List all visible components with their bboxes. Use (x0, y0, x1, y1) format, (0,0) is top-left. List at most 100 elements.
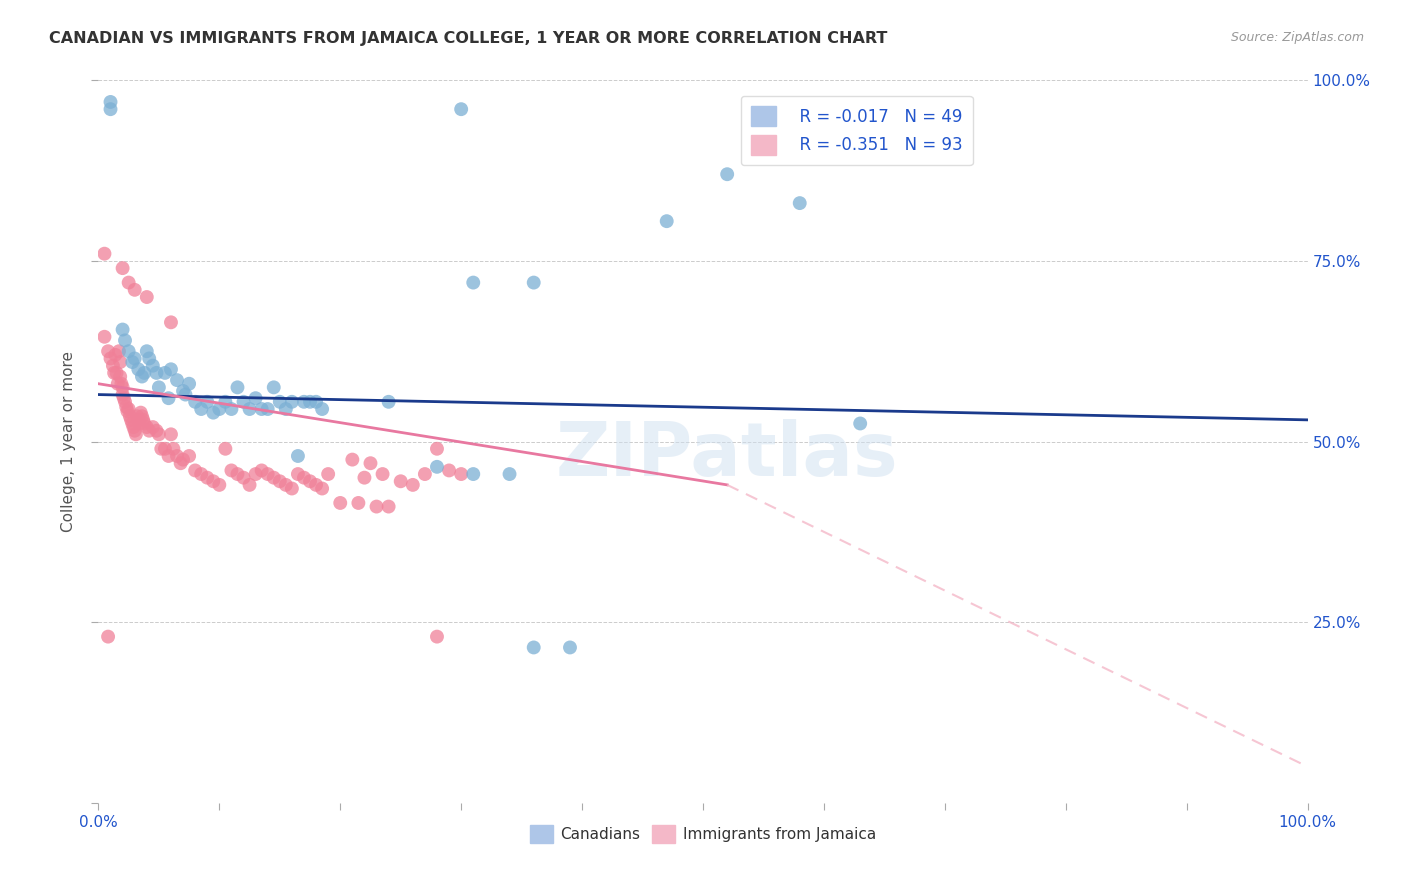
Point (299, 475, 322, 489)
Point (115, 400, 138, 414)
Point (274, 478, 297, 492)
Point (122, 420, 145, 434)
Point (450, 102, 472, 116)
Point (450, 467, 472, 481)
Point (172, 384, 194, 398)
Point (111, 387, 134, 401)
Point (101, 359, 124, 373)
Point (195, 470, 218, 484)
Legend: Canadians, Immigrants from Jamaica: Canadians, Immigrants from Jamaica (523, 819, 883, 849)
Point (174, 387, 197, 401)
Point (160, 362, 183, 376)
Point (179, 449, 201, 463)
Point (127, 409, 149, 424)
Point (124, 351, 146, 366)
Point (353, 470, 375, 484)
Point (124, 424, 146, 438)
Point (111, 261, 134, 276)
Point (226, 380, 249, 394)
Point (245, 391, 267, 405)
Point (221, 402, 243, 417)
Point (100, 102, 122, 116)
Point (111, 322, 134, 336)
Point (269, 475, 291, 489)
Point (169, 456, 191, 470)
Point (214, 442, 236, 456)
Point (179, 376, 201, 391)
Point (131, 369, 153, 384)
Point (131, 409, 153, 424)
Point (202, 406, 225, 420)
Point (157, 391, 180, 405)
Point (402, 478, 425, 492)
Point (100, 95, 122, 109)
Point (305, 478, 328, 492)
Point (150, 442, 173, 456)
Point (121, 417, 143, 431)
Point (138, 424, 160, 438)
Point (190, 402, 212, 417)
Point (145, 424, 167, 438)
Point (118, 344, 141, 359)
Point (202, 475, 225, 489)
Point (305, 394, 328, 409)
Point (103, 366, 125, 380)
Point (789, 196, 811, 211)
Point (463, 467, 485, 481)
Point (184, 463, 207, 477)
Point (208, 478, 231, 492)
Point (655, 214, 678, 228)
Point (111, 380, 134, 394)
Point (214, 394, 236, 409)
Point (127, 413, 149, 427)
Point (120, 413, 142, 427)
Point (221, 463, 243, 477)
Text: CANADIAN VS IMMIGRANTS FROM JAMAICA COLLEGE, 1 YEAR OR MORE CORRELATION CHART: CANADIAN VS IMMIGRANTS FROM JAMAICA COLL… (49, 31, 887, 46)
Point (342, 452, 364, 467)
Point (190, 467, 212, 481)
Point (135, 420, 157, 434)
Point (287, 467, 309, 481)
Point (166, 449, 188, 463)
Point (128, 417, 150, 431)
Point (162, 442, 184, 456)
Point (110, 376, 132, 391)
Point (118, 402, 141, 417)
Point (93, 330, 115, 344)
Point (108, 355, 131, 369)
Point (93, 246, 115, 260)
Point (347, 496, 370, 510)
Point (112, 391, 135, 405)
Point (114, 394, 136, 409)
Point (463, 276, 485, 290)
Point (849, 417, 872, 431)
Point (274, 402, 297, 417)
Point (256, 402, 278, 417)
Point (129, 406, 152, 420)
Point (287, 449, 309, 463)
Point (292, 394, 315, 409)
Point (329, 496, 352, 510)
Point (105, 366, 128, 380)
Text: Source: ZipAtlas.com: Source: ZipAtlas.com (1230, 31, 1364, 45)
Point (263, 380, 285, 394)
Point (716, 167, 738, 181)
Point (437, 463, 460, 477)
Point (256, 467, 278, 481)
Point (281, 482, 304, 496)
Point (118, 409, 141, 424)
Point (166, 373, 188, 387)
Point (371, 467, 394, 481)
Point (498, 467, 520, 481)
Point (107, 376, 129, 391)
Point (426, 459, 449, 474)
Point (114, 334, 136, 348)
Point (292, 470, 315, 484)
Point (160, 315, 183, 329)
Point (232, 470, 254, 484)
Point (160, 427, 183, 442)
Point (523, 276, 546, 290)
Point (132, 413, 155, 427)
Point (117, 404, 139, 418)
Point (316, 467, 339, 481)
